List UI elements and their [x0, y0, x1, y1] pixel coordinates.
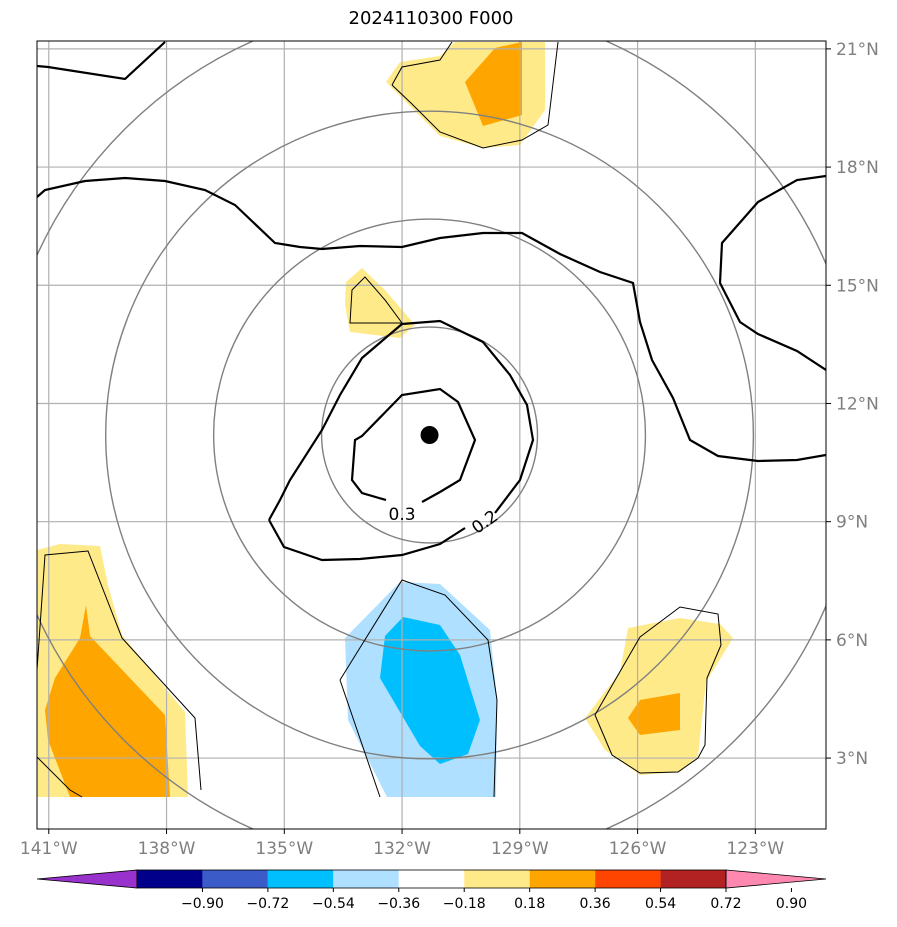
colorbar-segment — [398, 870, 465, 888]
contour-line — [268, 319, 535, 521]
thin-contour-line — [391, 41, 453, 86]
range-ring — [320, 326, 539, 544]
thin-contour-line — [594, 606, 722, 774]
colorbar-segment — [202, 870, 268, 888]
latitude-tick-label: 6°N — [836, 631, 868, 651]
colorbar-tick-label: 0.54 — [645, 896, 676, 912]
colorbar-under-arrow — [36, 869, 138, 889]
contour-line — [350, 387, 477, 503]
contour-line — [37, 41, 166, 81]
longitude-tick-label: 141°W — [20, 839, 78, 859]
thin-contour-line — [37, 550, 202, 791]
thin-contours — [37, 41, 722, 798]
colorbar-tick-label: 0.72 — [710, 896, 741, 912]
positive-anomaly-region — [585, 618, 733, 775]
thin-contour-line — [391, 41, 559, 149]
longitude-axis: 141°W 138°W 135°W 132°W 129°W 126°W 123°W — [20, 829, 784, 859]
colorbar-tick-label: −0.18 — [443, 896, 486, 912]
colorbar-segment — [137, 870, 203, 888]
thin-contour-line — [339, 679, 381, 798]
latitude-tick-label: 21°N — [836, 40, 879, 60]
plot-area: 0.3 0.2 — [37, 41, 826, 829]
colorbar-tick-label: −0.36 — [377, 896, 420, 912]
colorbar-over-arrow — [725, 869, 827, 889]
positive-anomaly-core — [45, 605, 170, 797]
shaded-fields — [37, 42, 733, 797]
colorbar-segment — [595, 870, 661, 888]
positive-anomaly-region — [345, 268, 415, 338]
thick-contours — [37, 41, 826, 562]
colorbar-tick-label: −0.54 — [312, 896, 355, 912]
range-ring — [104, 110, 755, 760]
contour-label: 0.3 — [389, 505, 416, 525]
latitude-tick-label: 15°N — [836, 276, 879, 296]
gridlines — [37, 41, 826, 829]
longitude-tick-label: 132°W — [373, 839, 431, 859]
thin-contour-line — [37, 756, 83, 798]
plot-frame — [36, 40, 827, 830]
thin-contour-line — [339, 579, 498, 798]
positive-anomaly-core — [628, 693, 680, 735]
colorbar-outline — [136, 869, 727, 889]
latitude-axis: 3°N 6°N 9°N 12°N 15°N 18°N 21°N — [826, 40, 879, 769]
contour-line — [37, 176, 826, 463]
longitude-tick-label: 129°W — [491, 839, 549, 859]
longitude-tick-label: 126°W — [609, 839, 667, 859]
colorbar-segment — [529, 870, 596, 888]
colorbar-segment — [464, 870, 530, 888]
thin-contour-line — [349, 276, 403, 324]
colorbar-tick-label: 0.18 — [514, 896, 545, 912]
latitude-tick-label: 12°N — [836, 394, 879, 414]
latitude-tick-label: 3°N — [836, 749, 868, 769]
contour-line — [718, 174, 826, 371]
colorbar-tick-label: 0.36 — [580, 896, 611, 912]
colorbar-segment — [333, 870, 399, 888]
colorbar-tick-label: 0.90 — [776, 896, 807, 912]
colorbar-tick-label: −0.90 — [181, 896, 224, 912]
longitude-tick-label: 138°W — [138, 839, 196, 859]
storm-center-marker — [420, 426, 439, 444]
contour-line — [268, 519, 466, 562]
latitude-tick-label: 9°N — [836, 513, 868, 533]
positive-anomaly-core — [465, 42, 522, 126]
longitude-tick-label: 135°W — [255, 839, 313, 859]
range-ring — [212, 218, 647, 652]
negative-anomaly-core — [380, 617, 480, 764]
range-rings — [37, 41, 826, 829]
colorbar: −0.90 −0.72 −0.54 −0.36 −0.18 0.18 0.36 0.54 0.7… — [36, 869, 827, 912]
map-title: 2024110300 F000 — [348, 8, 514, 29]
latitude-tick-label: 18°N — [836, 158, 879, 178]
colorbar-segment — [267, 870, 334, 888]
colorbar-tick-label: −0.72 — [246, 896, 289, 912]
colorbar-segment — [660, 870, 726, 888]
longitude-tick-label: 123°W — [726, 839, 784, 859]
